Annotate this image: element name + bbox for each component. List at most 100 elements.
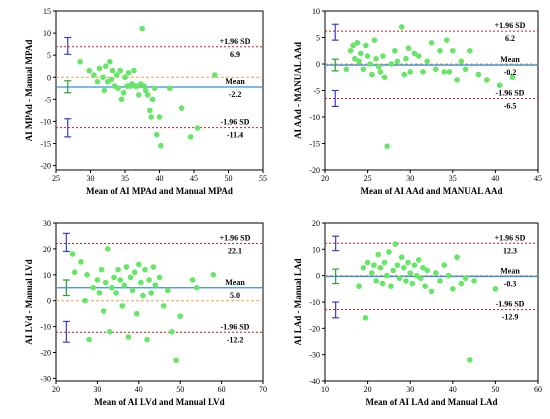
lower-limit-label: -1.96 SD <box>221 118 250 127</box>
data-point <box>113 290 119 296</box>
data-point <box>117 277 123 283</box>
y-tick-label: -20 <box>40 162 51 171</box>
x-tick-label: 30 <box>93 385 101 394</box>
data-point <box>210 272 217 278</box>
data-point <box>446 69 453 75</box>
y-tick-label: 30 <box>43 219 51 228</box>
upper-limit-label: +1.96 SD <box>220 233 251 242</box>
y-axis-label: AI MPAd - Manual MPAd <box>24 40 34 142</box>
data-point <box>405 45 412 51</box>
data-point <box>364 53 371 59</box>
data-point <box>149 96 156 103</box>
data-point <box>373 55 379 62</box>
mean-value: 5.0 <box>230 291 240 300</box>
y-tick-label: 0 <box>316 60 320 69</box>
data-point <box>475 71 482 78</box>
data-point <box>150 264 157 270</box>
data-point <box>454 77 460 83</box>
data-point <box>144 336 150 343</box>
y-tick-label: 20 <box>43 245 51 254</box>
lower-limit-value: -11.4 <box>227 131 243 140</box>
data-point <box>131 67 137 74</box>
data-point <box>413 272 420 279</box>
data-point <box>379 280 386 287</box>
data-point <box>462 275 469 282</box>
data-point <box>177 313 183 320</box>
data-point <box>115 266 121 273</box>
y-tick-label: 15 <box>43 7 51 16</box>
data-point <box>401 71 408 78</box>
data-point <box>381 74 388 81</box>
x-tick-label: 50 <box>176 385 184 394</box>
data-point <box>121 282 128 288</box>
x-tick-label: 35 <box>121 174 129 183</box>
y-axis-label: AI AAd - MANUAL AAd <box>293 42 303 139</box>
data-point <box>356 283 362 290</box>
data-point <box>153 131 160 138</box>
data-point <box>354 40 361 46</box>
data-point <box>432 270 439 276</box>
data-point <box>96 290 103 296</box>
data-point <box>125 70 132 76</box>
data-point <box>96 65 103 72</box>
mean-label: Mean <box>500 266 520 275</box>
data-point <box>141 83 148 89</box>
data-point <box>104 246 111 252</box>
data-point <box>450 286 456 292</box>
data-point <box>350 42 356 49</box>
data-point <box>147 107 153 114</box>
data-point <box>357 50 364 57</box>
data-point <box>138 279 144 286</box>
data-point <box>375 251 382 258</box>
data-point <box>101 87 108 94</box>
x-tick-label: 45 <box>534 174 542 183</box>
y-tick-label: -5 <box>313 87 320 96</box>
upper-limit-value: 6.2 <box>505 34 515 43</box>
data-point <box>142 87 149 94</box>
data-point <box>152 282 159 288</box>
data-point <box>362 315 369 321</box>
mean-label: Mean <box>500 55 520 64</box>
data-point <box>388 283 394 290</box>
data-point <box>437 278 443 284</box>
data-point <box>160 303 167 309</box>
data-point <box>369 270 375 276</box>
data-point <box>371 37 378 43</box>
mean-value: -0.3 <box>504 279 517 288</box>
x-tick-label: 20 <box>52 385 60 394</box>
data-point <box>115 85 121 92</box>
data-point <box>158 142 164 149</box>
data-point <box>86 67 92 74</box>
data-point <box>108 76 114 83</box>
y-tick-label: -10 <box>309 113 320 122</box>
plot-frame <box>55 222 264 382</box>
x-axis-label: Mean of AI AAd and MANUAL AAd <box>360 186 502 196</box>
data-point <box>131 269 138 276</box>
data-point <box>86 336 92 343</box>
y-tick-label: -15 <box>40 140 51 149</box>
data-point <box>164 287 171 294</box>
y-tick-label: -20 <box>309 166 320 175</box>
data-point <box>125 334 132 340</box>
data-point <box>390 267 396 274</box>
x-tick-label: 30 <box>87 174 95 183</box>
upper-limit-label: +1.96 SD <box>220 37 251 46</box>
data-point <box>151 85 158 92</box>
data-point <box>437 47 443 54</box>
data-point <box>107 328 113 335</box>
data-point <box>347 47 354 54</box>
lower-limit-label: -1.96 SD <box>496 88 525 97</box>
x-tick-label: 40 <box>449 385 457 394</box>
data-point <box>367 61 373 67</box>
y-tick-label: -10 <box>309 298 320 307</box>
data-point <box>424 267 431 274</box>
data-point <box>71 269 78 276</box>
data-point <box>484 77 490 83</box>
y-tick-label: -30 <box>309 351 320 360</box>
y-tick-label: -15 <box>309 140 320 149</box>
data-point <box>119 303 126 309</box>
x-tick-label: 30 <box>406 385 414 394</box>
data-point <box>467 47 473 54</box>
x-tick-label: 25 <box>364 174 372 183</box>
